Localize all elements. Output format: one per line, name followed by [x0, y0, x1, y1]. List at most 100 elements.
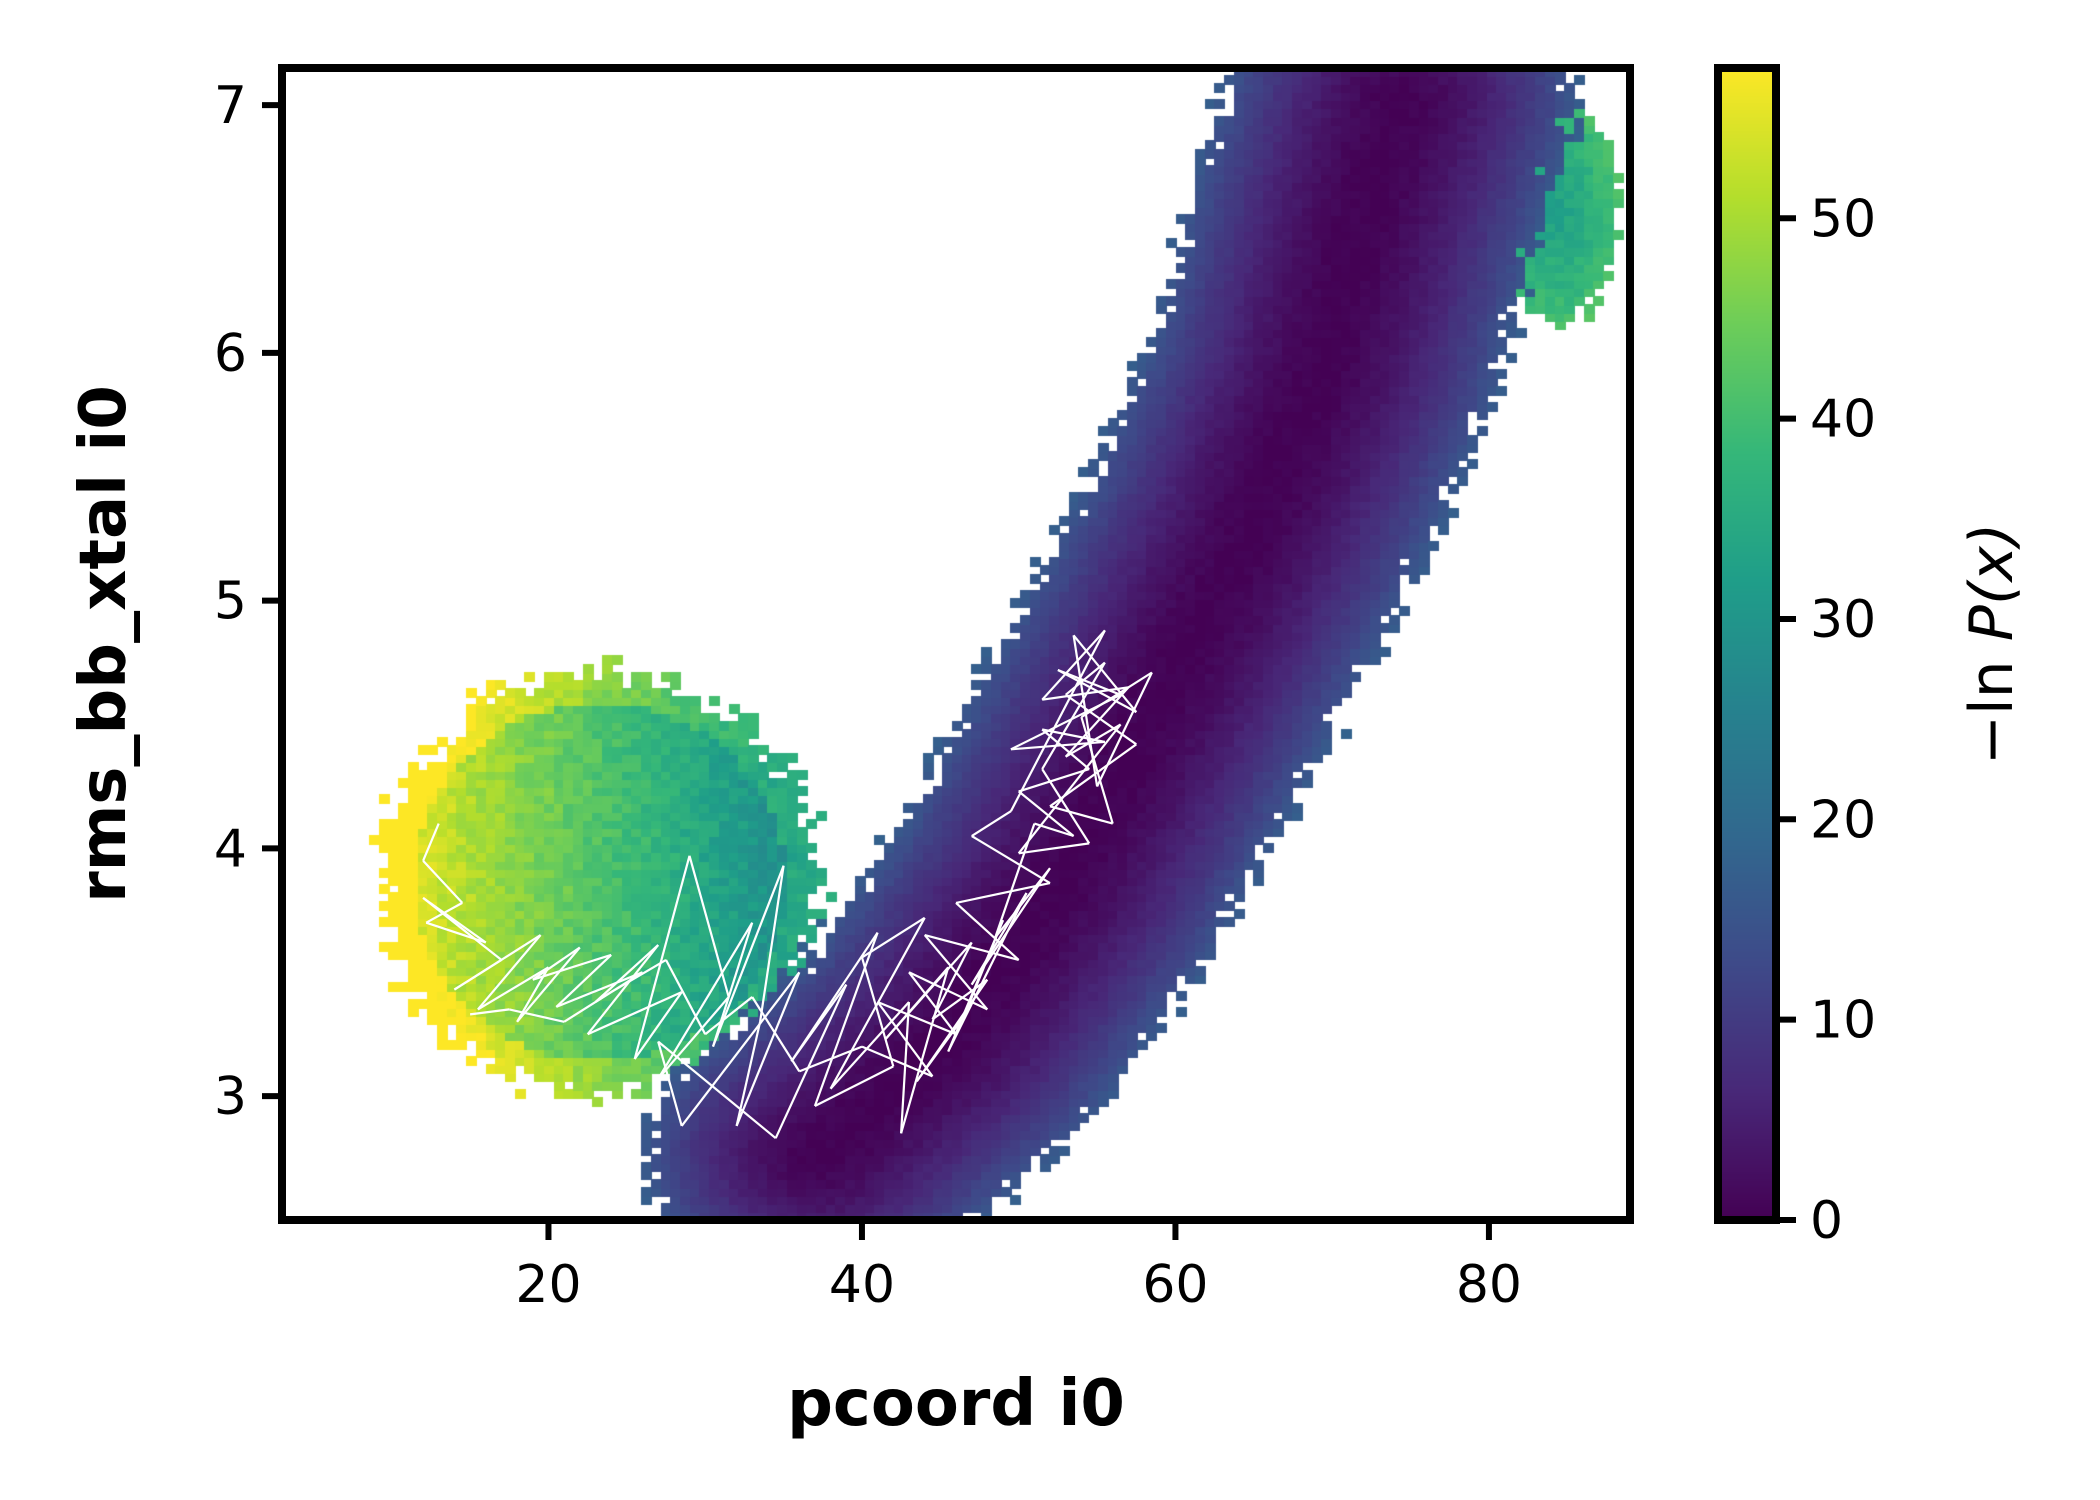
colorbar-tick-label: 20: [1810, 790, 1876, 850]
trajectory-segment: [711, 922, 754, 1047]
trajectory-segment: [1041, 768, 1091, 844]
trajectory-segment: [633, 855, 691, 1060]
trajectory-segment: [790, 931, 879, 1063]
colorbar-tick-label: 30: [1810, 590, 1876, 650]
colorbar-tick-label: 40: [1810, 390, 1876, 450]
trajectory-segment: [657, 996, 730, 1080]
trajectory-segment: [908, 971, 988, 1011]
trajectory-segment: [1049, 805, 1113, 825]
y-tick-label: 5: [214, 572, 247, 632]
density-heatmap: [282, 68, 1630, 1220]
colorbar: 0 10 20 30 40 50 −ln P(x): [1714, 64, 2027, 1251]
trajectory-segment: [657, 922, 754, 1080]
colorbar-tick-label: 10: [1810, 991, 1876, 1051]
trajectory-segment: [814, 1065, 894, 1107]
colorbar-label-prefix: −ln: [1957, 641, 2027, 765]
colorbar-gradient-container: [1718, 68, 1776, 1220]
trajectory-segment: [1018, 842, 1090, 855]
trajectory-segment: [813, 932, 879, 1107]
x-axis-label: pcoord i0: [787, 1367, 1125, 1441]
trajectory-segment: [532, 953, 612, 981]
trajectory-segment: [469, 1008, 510, 1016]
trajectory-segment: [422, 823, 440, 862]
density-map-container: [282, 68, 1630, 1220]
trajectory-segment: [994, 867, 1051, 939]
trajectory-segment: [884, 941, 973, 1040]
colorbar-gradient: [1718, 68, 1776, 1220]
trajectory-segment: [900, 1001, 911, 1134]
trajectory-segment: [1072, 634, 1138, 713]
trajectory-segment: [955, 902, 1020, 961]
plot-area: 20 40 60 80 3 4 5 6 7: [214, 64, 1634, 1315]
y-tick-label: 4: [214, 819, 247, 879]
trajectory-segment: [970, 867, 1051, 986]
trajectory-segment: [877, 1000, 957, 1036]
x-tick-label: 80: [1456, 1255, 1522, 1315]
trajectory-segment: [860, 957, 895, 1067]
colorbar-frame: [1714, 64, 1780, 1224]
trajectory-segment: [1042, 686, 1129, 701]
trajectory-segment: [931, 941, 973, 1020]
trajectory-segment: [594, 944, 659, 1003]
trajectory-segment: [477, 934, 542, 1011]
trajectory-segment: [1080, 671, 1153, 719]
trajectory-segment: [1018, 790, 1075, 837]
trajectory-segment: [704, 996, 753, 1036]
trajectory-segment: [924, 934, 1019, 961]
trajectory-segment: [931, 978, 988, 1021]
trajectory-segment: [955, 882, 1051, 904]
trajectory-segment: [1064, 686, 1130, 758]
trajectory-layer: [422, 629, 1153, 1140]
trajectory-segment: [665, 959, 707, 1035]
trajectory-segment: [1065, 693, 1137, 746]
trajectory-segment: [829, 1001, 910, 1090]
trajectory-segment: [900, 966, 950, 1134]
trajectory-segment: [477, 966, 550, 1011]
trajectory-segment: [735, 971, 801, 1127]
colorbar-label-var: P(x): [1957, 523, 2027, 642]
trajectory-segment: [586, 944, 660, 1035]
trajectory-segment: [798, 1045, 863, 1073]
trajectory-segment: [1065, 723, 1122, 758]
trajectory-segment: [947, 919, 1005, 1052]
trajectory-segment: [555, 971, 643, 1008]
trajectory-segment: [971, 810, 1012, 837]
trajectory-segment: [610, 958, 667, 994]
trajectory-segment: [711, 865, 785, 1047]
trajectory-segment: [422, 860, 464, 904]
trajectory-segment: [971, 835, 1051, 885]
colorbar-tick-label: 0: [1810, 1191, 1843, 1251]
x-tick-label: 20: [515, 1255, 581, 1315]
trajectory-segment: [555, 954, 612, 1008]
colorbar-tick-label: 50: [1810, 189, 1876, 249]
trajectory-segment: [587, 991, 683, 1036]
trajectory-segment: [516, 946, 581, 1023]
trajectory-segment: [422, 897, 503, 961]
trajectory-segment: [1009, 629, 1106, 812]
trajectory-segment: [751, 996, 801, 1072]
trajectory-segment: [453, 934, 542, 991]
trajectory-segment: [657, 1040, 777, 1140]
y-axis-label: rms_bb_xtal i0: [67, 385, 141, 903]
trajectory-segment: [532, 946, 581, 981]
x-axis-ticks: 20 40 60 80: [515, 1220, 1522, 1315]
trajectory-segment: [563, 991, 612, 1023]
trajectory-segment: [1065, 661, 1106, 696]
trajectory-segment: [657, 1041, 683, 1127]
y-axis-ticks: 3 4 5 6 7: [214, 76, 282, 1127]
trajectory-segment: [1018, 768, 1090, 793]
trajectory-segment: [947, 892, 1028, 1052]
trajectory-segment: [1041, 662, 1106, 770]
x-tick-label: 40: [829, 1255, 895, 1315]
trajectory-segment: [861, 1045, 933, 1078]
colorbar-ticks: 0 10 20 30 40 50: [1776, 189, 1876, 1251]
colorbar-label: −ln P(x): [1957, 523, 2027, 766]
plot-frame: [278, 64, 1634, 1224]
trajectory-segment: [1096, 672, 1153, 787]
y-tick-label: 6: [214, 324, 247, 384]
trajectory-segment: [759, 865, 785, 1022]
trajectory-segment: [509, 1008, 565, 1023]
trajectory-segment: [915, 1016, 965, 1082]
trajectory-segment: [1017, 723, 1122, 854]
